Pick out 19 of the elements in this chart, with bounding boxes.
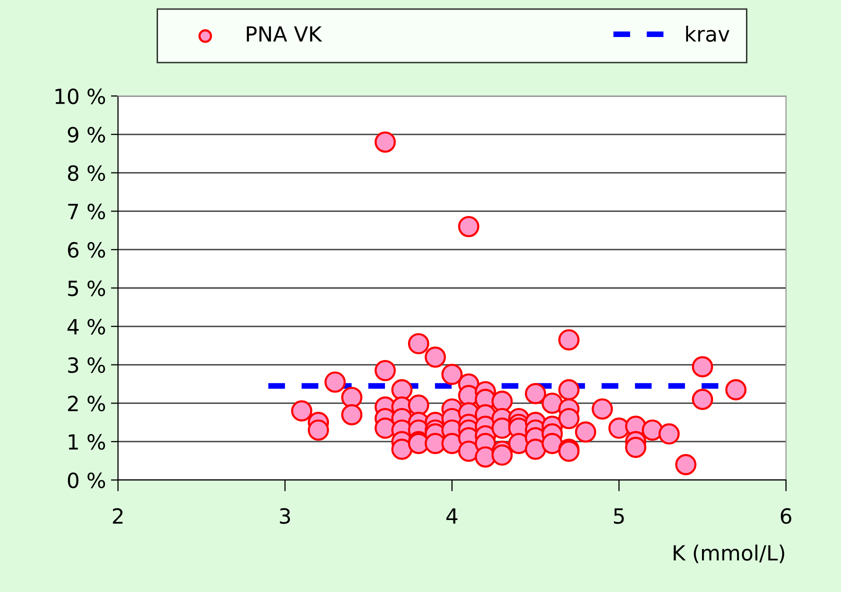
x-tick-label: 5 <box>614 508 624 524</box>
x-tick-label: 3 <box>280 508 290 524</box>
y-tick-label: 6 % <box>68 242 106 258</box>
y-tick-label: 5 % <box>68 280 106 296</box>
y-tick-label: 4 % <box>68 318 106 335</box>
x-tick-label: 2 <box>112 508 123 524</box>
x-axis-title: K (mmol/L) <box>674 544 784 564</box>
x-tick-label: 4 <box>446 508 458 524</box>
y-tick-label: 10 % <box>56 88 106 104</box>
y-tick-label: 8 % <box>68 165 106 182</box>
x-tick-label: 6 <box>780 508 792 524</box>
y-tick-label: 3 % <box>68 357 106 374</box>
y-tick-label: 0 % <box>68 472 106 488</box>
y-tick-label: 1 % <box>68 434 106 450</box>
y-tick-label: 7 % <box>68 204 106 220</box>
y-tick-label: 9 % <box>68 126 106 143</box>
y-tick-label: 2 % <box>68 396 106 412</box>
legend-label: PNA VK <box>246 26 322 42</box>
legend-label: krav <box>686 26 730 42</box>
